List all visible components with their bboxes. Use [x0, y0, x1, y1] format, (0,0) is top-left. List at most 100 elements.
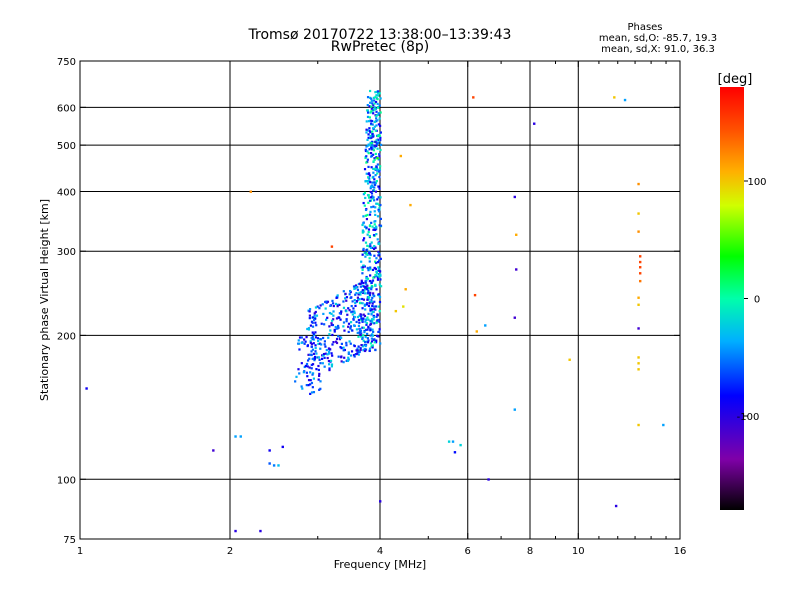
echo-point: [319, 347, 322, 350]
echo-point: [304, 340, 307, 343]
echo-point: [313, 359, 316, 362]
echo-point: [376, 275, 379, 278]
echo-point: [310, 336, 313, 340]
echo-point: [319, 337, 322, 341]
echo-point: [374, 260, 377, 263]
echo-point: [362, 193, 365, 196]
echo-point: [366, 337, 369, 340]
echo-point: [350, 350, 354, 353]
echo-point: [360, 281, 363, 284]
echo-point: [347, 325, 350, 328]
echo-point: [378, 124, 382, 127]
echo-point: [306, 365, 309, 368]
echo-point: [361, 223, 364, 227]
echo-point: [319, 387, 322, 390]
y-axis-label: Stationary phase Virtual Height [km]: [38, 199, 51, 401]
echo-point: [375, 90, 378, 93]
echo-point: [378, 259, 381, 262]
echo-point: [370, 221, 373, 224]
echo-point: [370, 105, 373, 108]
echo-point: [302, 371, 305, 374]
echo-point: [314, 346, 317, 350]
echo-point: [369, 334, 372, 337]
echo-point: [637, 182, 640, 186]
echo-point: [364, 308, 367, 311]
echo-point: [370, 241, 373, 244]
echo-point: [377, 91, 380, 95]
echo-point: [368, 257, 371, 260]
echo-point: [312, 332, 315, 336]
echo-point: [317, 364, 320, 368]
echo-point: [314, 317, 317, 320]
echo-point: [367, 196, 371, 199]
echo-point: [354, 293, 357, 296]
echo-point: [326, 356, 329, 360]
chart-title: Tromsø 20170722 13:38:00–13:39:43: [248, 27, 512, 43]
echo-point: [369, 274, 372, 277]
echo-point: [613, 96, 616, 99]
echo-point: [371, 133, 374, 136]
echo-point: [366, 96, 370, 99]
echo-point: [306, 344, 309, 348]
echo-point: [349, 325, 353, 328]
echo-point: [366, 138, 369, 141]
echo-point: [305, 335, 308, 339]
echo-point: [377, 112, 381, 115]
echo-point: [358, 314, 361, 317]
echo-point: [362, 201, 365, 205]
echo-point: [369, 342, 372, 345]
echo-point: [376, 90, 380, 93]
echo-point: [369, 111, 372, 114]
echo-point: [370, 340, 374, 343]
echo-point: [380, 143, 383, 146]
echo-point: [349, 327, 352, 330]
echo-point: [318, 388, 321, 391]
echo-point: [377, 242, 381, 246]
echo-point: [370, 97, 373, 100]
echo-point: [377, 269, 380, 272]
echo-point: [326, 300, 330, 303]
echo-point: [327, 359, 331, 363]
echo-point: [373, 186, 376, 189]
colorbar-tick-label: 0: [754, 295, 760, 306]
echo-point: [342, 325, 345, 328]
echo-point: [300, 385, 303, 388]
echo-point: [340, 355, 343, 358]
echo-point: [376, 238, 379, 241]
echo-point: [371, 304, 374, 308]
echo-point: [370, 136, 373, 139]
echo-point: [371, 328, 374, 331]
echo-point: [304, 364, 307, 368]
echo-point: [311, 325, 315, 328]
echo-point: [327, 347, 331, 350]
echo-point: [317, 356, 321, 359]
echo-point: [370, 107, 373, 110]
echo-point: [368, 89, 372, 93]
echo-point: [376, 172, 379, 175]
echo-point: [349, 354, 353, 357]
echo-point: [330, 323, 333, 327]
echo-point: [365, 276, 368, 279]
echo-point: [371, 308, 374, 311]
echo-point: [344, 297, 347, 300]
echo-point: [375, 139, 378, 142]
echo-point: [354, 304, 357, 307]
echo-point: [370, 300, 373, 304]
echo-point: [376, 102, 379, 105]
echo-point: [365, 323, 368, 326]
echo-point: [614, 504, 618, 508]
echo-point: [378, 155, 381, 158]
echo-point: [316, 337, 320, 340]
echo-point: [371, 145, 374, 148]
echo-point: [337, 326, 340, 329]
echo-point: [348, 293, 351, 296]
echo-point: [356, 349, 359, 352]
echo-point: [364, 208, 368, 212]
echo-point: [351, 329, 354, 332]
echo-point: [379, 257, 382, 260]
echo-point: [379, 285, 383, 288]
echo-point: [359, 329, 363, 332]
echo-point: [360, 335, 363, 338]
echo-point: [353, 310, 356, 313]
echo-point: [312, 377, 316, 380]
